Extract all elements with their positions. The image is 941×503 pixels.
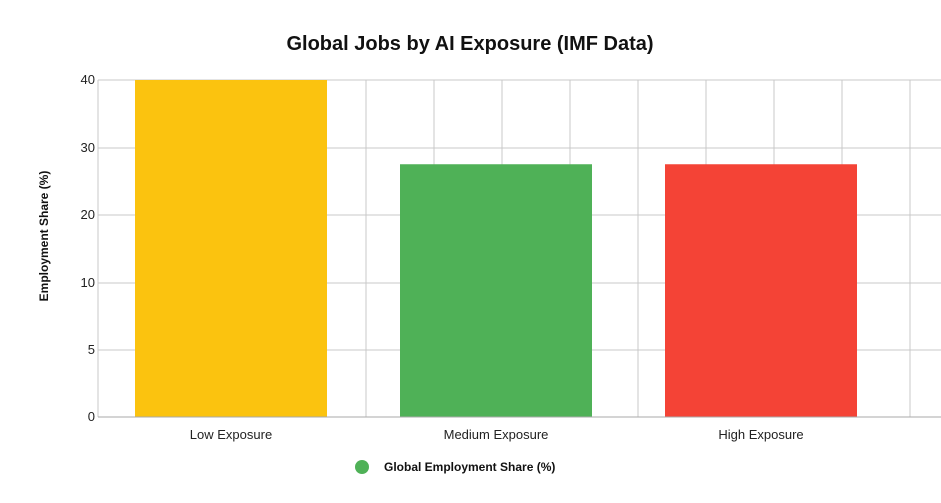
x-tick-label: Medium Exposure [444,427,549,442]
bar-medium-exposure [400,164,592,417]
y-tick-label: 20 [81,207,95,222]
y-tick-label: 0 [88,409,95,424]
y-axis-title: Employment Share (%) [37,171,51,302]
chart-title: Global Jobs by AI Exposure (IMF Data) [286,33,653,55]
legend-label: Global Employment Share (%) [384,460,555,474]
legend: Global Employment Share (%) [355,460,555,474]
y-tick-label: 10 [81,275,95,290]
axes: 0 5 10 20 30 40 Low Exposure Medium Exposure Hig… [81,72,941,442]
x-tick-label: Low Exposure [190,427,272,442]
bar-high-exposure [665,164,857,417]
bar-low-exposure [135,80,327,417]
legend-marker-icon [355,460,369,474]
y-tick-label: 30 [81,140,95,155]
y-tick-label: 40 [81,72,95,87]
y-tick-label: 5 [88,342,95,357]
x-tick-label: High Exposure [718,427,803,442]
bars [135,80,857,417]
